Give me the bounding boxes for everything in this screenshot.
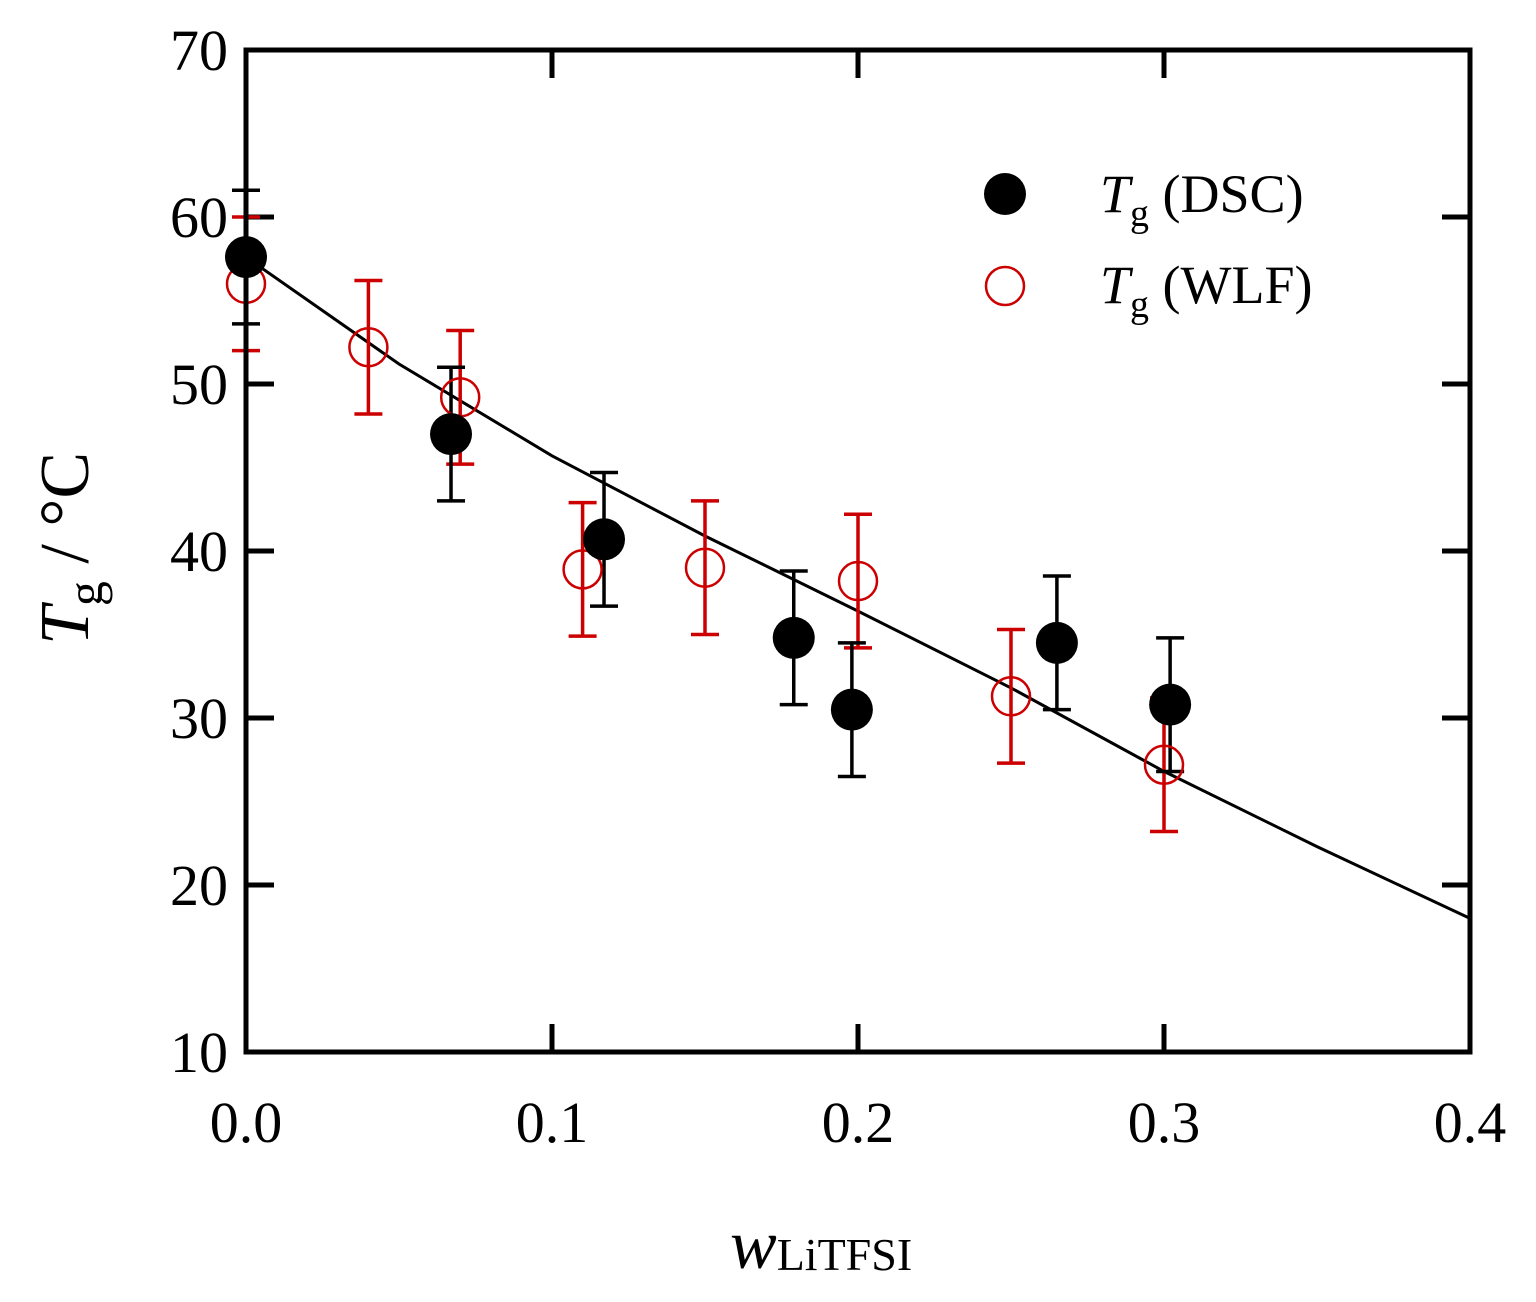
wlf-point (990, 676, 1032, 717)
legend-wlf-label: Tg (WLF) (1100, 255, 1313, 326)
wlf-point (562, 549, 603, 590)
y-tick-label: 10 (170, 1020, 228, 1085)
data-points (225, 236, 1192, 786)
y-tick-label: 50 (170, 352, 228, 417)
legend-wlf-marker (984, 265, 1026, 307)
legend-wlf-label-rest: (WLF) (1149, 255, 1312, 315)
dsc-point (1149, 683, 1192, 726)
y-tick-label: 60 (170, 185, 228, 250)
plot-frame (243, 47, 1473, 1055)
legend-dsc-label-sub: g (1130, 193, 1149, 235)
y-tick-label: 20 (170, 853, 228, 918)
error-bars (232, 188, 1185, 834)
legend-dsc-label-rest: (DSC) (1149, 164, 1304, 224)
legend-dsc-label: Tg (DSC) (1100, 164, 1304, 235)
x-axis-title-sub: LiTFSI (777, 1229, 912, 1280)
legend-wlf-label-main: T (1100, 255, 1134, 315)
legend: Tg (DSC) Tg (WLF) (984, 164, 1313, 326)
wlf-point (837, 560, 879, 602)
legend-dsc-label-main: T (1100, 164, 1134, 224)
dsc-point (830, 688, 873, 731)
y-axis-title-main: T (27, 601, 104, 645)
y-tick-label: 40 (170, 519, 228, 584)
wlf-point (348, 327, 389, 368)
tick-labels: 0.0 0.1 0.2 0.3 0.4 10 20 30 40 50 60 70 (170, 18, 1506, 1155)
y-tick-label: 70 (170, 18, 228, 83)
wlf-point (684, 547, 726, 588)
y-axis-title-unit: / °C (27, 452, 104, 581)
dsc-point (772, 616, 815, 659)
x-tick-label: 0.0 (210, 1090, 283, 1155)
x-axis-title-main: w (730, 1207, 777, 1284)
y-tick-label: 30 (170, 686, 228, 751)
wlf-point (1143, 744, 1185, 786)
legend-wlf-label-sub: g (1130, 284, 1149, 326)
dsc-point (430, 413, 473, 456)
legend-dsc-marker (984, 173, 1026, 215)
x-tick-label: 0.2 (822, 1090, 895, 1155)
dsc-point (583, 518, 626, 561)
y-axis-title-sub: g (57, 581, 113, 606)
dsc-point (1035, 621, 1078, 664)
x-tick-label: 0.1 (516, 1090, 589, 1155)
y-axis-title: Tg / °C (27, 452, 113, 645)
x-axis-title: wLiTFSI (730, 1207, 912, 1284)
x-tick-label: 0.4 (1434, 1090, 1507, 1155)
x-tick-label: 0.3 (1128, 1090, 1201, 1155)
